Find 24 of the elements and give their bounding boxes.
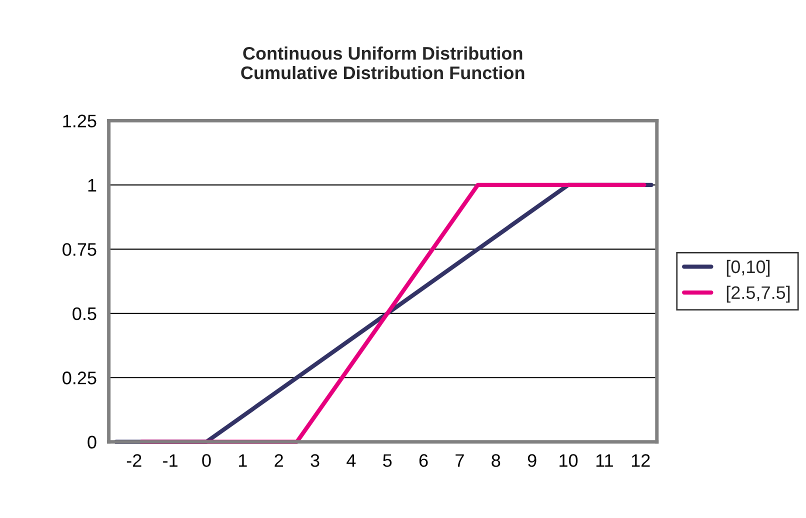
x-tick-label: 2 xyxy=(274,454,283,467)
y-tick-label: 1.25 xyxy=(63,114,96,128)
y-tick-label: 0.25 xyxy=(62,372,96,384)
x-tick-label: 4 xyxy=(346,454,356,467)
y-tick-label: 0.5 xyxy=(72,307,96,320)
x-tick-label: 7 xyxy=(456,454,464,467)
x-tick-label: 1 xyxy=(239,454,247,467)
x-tick-label: 12 xyxy=(632,454,650,467)
x-tick-label: 8 xyxy=(492,454,500,467)
x-tick-label: 9 xyxy=(528,454,536,467)
chart-title: Continuous Uniform Distribution Cumulative Distribution Function xyxy=(241,46,524,80)
x-tick-label: 0 xyxy=(202,454,211,467)
y-tick-label: 0 xyxy=(88,436,96,449)
y-tick-label: 1 xyxy=(88,179,96,192)
y-tick-label: 0.75 xyxy=(62,243,96,256)
x-tick-label: 11 xyxy=(596,454,613,467)
legend-label: [2.5,7.5] xyxy=(726,286,790,303)
x-tick-label: 5 xyxy=(383,454,392,467)
x-tick-label: 6 xyxy=(419,454,428,467)
x-tick-label: -2 xyxy=(126,454,142,467)
x-tick-label: 3 xyxy=(310,454,320,467)
x-tick-label: -1 xyxy=(163,454,178,467)
x-tick-label: 10 xyxy=(560,454,578,467)
legend-label: [0,10] xyxy=(726,260,770,277)
